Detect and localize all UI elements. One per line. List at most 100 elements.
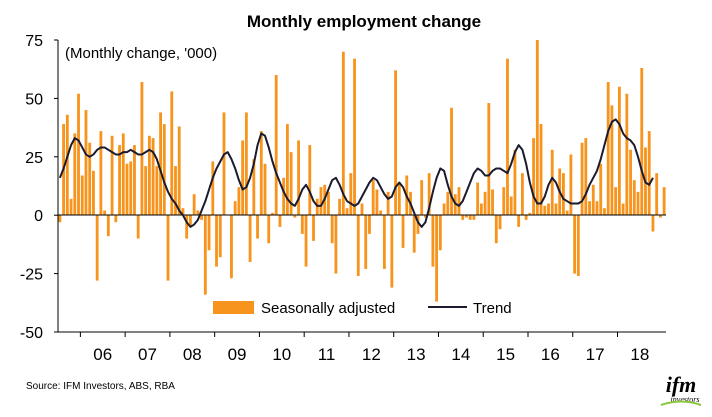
x-tick-label: 06 (93, 345, 112, 364)
bar (535, 40, 539, 216)
bar (285, 124, 289, 216)
bar (215, 215, 218, 267)
bar (114, 215, 118, 223)
x-axis-ticks: 06 07 08 09 10 11 12 13 14 15 16 17 18 (79, 332, 649, 364)
bar (315, 198, 319, 216)
y-tick-label: 25 (25, 150, 43, 167)
bar (446, 191, 450, 216)
bar (569, 154, 573, 216)
bar (170, 91, 174, 216)
bar (80, 175, 84, 216)
bar (494, 215, 498, 244)
y-tick-label: -25 (20, 267, 43, 284)
bar (304, 215, 308, 267)
source-note: Source: IFM Investors, ABS, RBA (26, 381, 175, 392)
bar (300, 215, 304, 234)
x-tick-label: 12 (362, 345, 381, 364)
bar (166, 215, 170, 281)
bar (338, 198, 342, 216)
bar (95, 215, 99, 281)
bar (125, 163, 129, 216)
bar (614, 187, 618, 216)
bar (84, 110, 88, 216)
bar (73, 133, 77, 216)
x-tick-label: 11 (318, 345, 336, 364)
bar (513, 149, 517, 216)
chart-title: Monthly employment change (247, 12, 481, 31)
bar (382, 215, 386, 269)
bar (293, 215, 297, 218)
bar (133, 145, 136, 216)
bar (588, 201, 591, 216)
bar (450, 107, 453, 216)
bar (636, 191, 640, 216)
bar (196, 210, 200, 216)
bar (532, 138, 535, 216)
legend-label-line: Trend (473, 300, 512, 317)
bar (509, 196, 513, 216)
bar (617, 86, 621, 216)
bar (106, 215, 110, 237)
bar (147, 135, 151, 216)
bar (520, 173, 524, 216)
bar (185, 215, 189, 239)
bar (319, 187, 323, 216)
y-axis-label: (Monthly change, '000) (65, 45, 217, 62)
bar (420, 180, 424, 216)
bar (356, 215, 360, 276)
bar (248, 215, 252, 262)
bar (77, 93, 80, 216)
bar (442, 203, 446, 216)
bar (222, 112, 226, 216)
bar (263, 163, 267, 216)
bar (610, 105, 614, 216)
bar (99, 131, 103, 216)
bar (640, 68, 644, 216)
x-tick-label: 13 (407, 345, 426, 364)
bar (435, 215, 439, 302)
bar (144, 166, 148, 216)
bar (606, 82, 610, 216)
bar (200, 215, 204, 220)
bar (136, 215, 140, 239)
bar (621, 203, 625, 216)
bar (647, 131, 651, 216)
bar (427, 173, 431, 216)
bar (140, 82, 144, 216)
bar (658, 215, 662, 218)
bar (554, 203, 558, 216)
bar (487, 103, 491, 216)
bar (371, 180, 375, 216)
bar (547, 203, 550, 216)
bar (267, 215, 271, 244)
bar (192, 194, 196, 216)
bar (271, 212, 274, 216)
bar (375, 189, 379, 216)
legend: Seasonally adjusted Trend (213, 300, 512, 317)
bar-series (58, 40, 666, 302)
bar (479, 203, 483, 216)
bar (230, 215, 233, 279)
bar (506, 58, 509, 216)
bar (353, 58, 356, 216)
bar (539, 124, 543, 216)
bar (491, 189, 494, 216)
bar (233, 201, 237, 216)
bar (524, 215, 528, 220)
bar (517, 215, 521, 227)
bar (330, 215, 334, 244)
bar (203, 215, 207, 295)
x-tick-label: 09 (228, 345, 247, 364)
bar (476, 182, 480, 216)
bar (368, 215, 371, 234)
bar (241, 140, 245, 216)
bar (424, 215, 427, 218)
bar (483, 191, 487, 216)
bar (274, 75, 278, 216)
bar (662, 187, 666, 216)
bar (412, 215, 416, 253)
bar (655, 173, 659, 216)
bar (69, 198, 73, 216)
bar (401, 215, 405, 248)
bar (580, 142, 584, 216)
